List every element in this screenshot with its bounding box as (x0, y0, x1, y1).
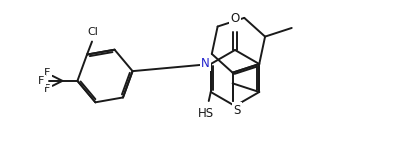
Text: S: S (234, 104, 241, 117)
Text: N: N (231, 107, 240, 120)
Text: O: O (230, 12, 240, 25)
Text: F: F (44, 84, 51, 94)
Text: F: F (44, 68, 51, 78)
Text: Cl: Cl (88, 27, 99, 37)
Text: HS: HS (198, 107, 214, 120)
Text: N: N (201, 57, 210, 70)
Text: F: F (38, 76, 45, 86)
